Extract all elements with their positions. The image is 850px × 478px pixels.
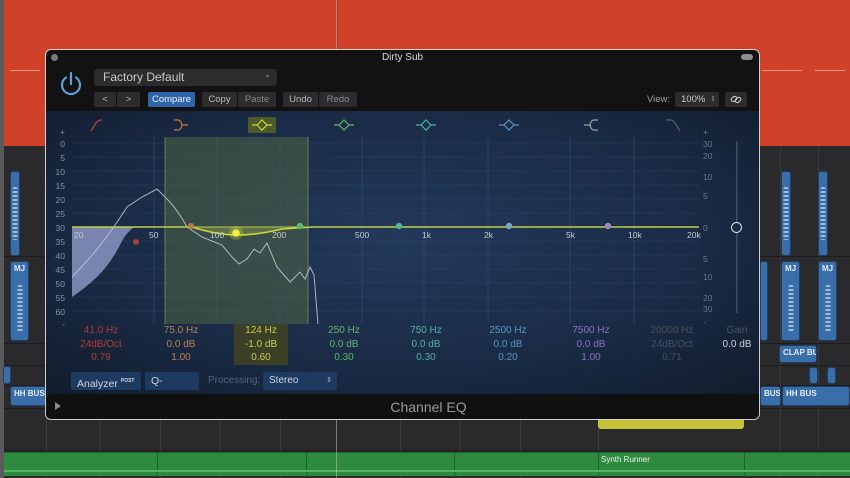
- band-toggle-high-shelf[interactable]: [578, 117, 606, 133]
- band-node-low-shelf: [187, 222, 195, 230]
- collapse-button[interactable]: [741, 54, 753, 60]
- audio-region[interactable]: [760, 261, 768, 341]
- hh-bus-region[interactable]: HH BUS: [782, 386, 850, 406]
- bell-icon: [416, 119, 436, 131]
- plugin-name: Channel EQ: [390, 399, 467, 415]
- low-shelf-icon: [174, 119, 188, 131]
- processing-label: Processing:: [208, 375, 261, 386]
- preset-dropdown[interactable]: Factory Default ⌄: [94, 69, 277, 86]
- close-button[interactable]: [51, 54, 58, 61]
- view-label: View:: [647, 94, 671, 105]
- analyzer-button[interactable]: Analyzer POST: [71, 372, 141, 390]
- channel-eq-window: Dirty Sub Factory Default ⌄ < > Compare …: [45, 49, 760, 420]
- link-button[interactable]: [725, 92, 747, 107]
- copy-button[interactable]: Copy: [202, 92, 237, 107]
- automation-line: [762, 70, 802, 71]
- automation-line: [10, 70, 40, 71]
- band-node-low-cut: [133, 239, 139, 245]
- bell-icon: [334, 119, 354, 131]
- window-title: Dirty Sub: [381, 52, 424, 63]
- processing-select[interactable]: Stereo ⇕: [263, 372, 337, 390]
- audio-region[interactable]: [3, 366, 11, 384]
- audio-region[interactable]: [781, 171, 791, 256]
- band-params-band-1[interactable]: 124 Hz -1.0 dB 0.60: [234, 324, 288, 365]
- synth-runner-region[interactable]: [4, 452, 850, 477]
- low-pass-icon: [666, 119, 681, 132]
- band-params-band-3[interactable]: 750 Hz 0.0 dB 0.30: [410, 325, 442, 363]
- master-gain-slider[interactable]: [727, 141, 747, 313]
- undo-button[interactable]: Undo: [283, 92, 318, 107]
- band-params-low-shelf[interactable]: 75.0 Hz 0.0 dB 1.00: [163, 325, 199, 363]
- eq-curve-graph[interactable]: [72, 137, 699, 324]
- high-pass-icon: [90, 119, 103, 132]
- band-toggle-band-3[interactable]: [412, 117, 440, 133]
- plugin-footer: Channel EQ: [46, 394, 759, 419]
- band-toggle-low-cut[interactable]: [84, 117, 112, 133]
- bell-icon: [252, 119, 272, 131]
- audio-region[interactable]: [827, 367, 836, 384]
- band-params-low-cut[interactable]: 41.0 Hz 24dB/Oct 0.79: [80, 325, 122, 363]
- automation-line: [815, 70, 845, 71]
- compare-button[interactable]: Compare: [148, 92, 195, 107]
- paste-button[interactable]: Paste: [238, 92, 276, 107]
- audio-region[interactable]: MJ: [781, 261, 800, 341]
- bus-region[interactable]: BUS: [760, 386, 781, 406]
- band-params-band-2[interactable]: 250 Hz 0.0 dB 0.30: [328, 325, 360, 363]
- disclosure-triangle-icon[interactable]: [55, 402, 61, 410]
- stepper-icon: ⇕: [326, 377, 332, 384]
- high-shelf-icon: [584, 119, 598, 131]
- view-zoom-select[interactable]: 100% ⇕: [675, 92, 719, 107]
- gain-knob[interactable]: [731, 222, 742, 233]
- synth-runner-label: Synth Runner: [601, 455, 650, 464]
- audio-region[interactable]: [818, 171, 828, 256]
- band-toggle-band-4[interactable]: [495, 117, 523, 133]
- audio-region[interactable]: [809, 367, 818, 384]
- band-params-high-cut[interactable]: 20000 Hz 24dB/Oct 0.71: [650, 325, 694, 363]
- prev-preset-button[interactable]: <: [94, 92, 116, 107]
- band-params-band-4[interactable]: 2500 Hz 0.0 dB 0.20: [489, 325, 527, 363]
- power-icon[interactable]: [58, 71, 84, 97]
- title-bar[interactable]: Dirty Sub: [46, 50, 759, 66]
- q-couple-button[interactable]: Q-Couple: [145, 372, 199, 405]
- band-node-band-1: [232, 229, 240, 237]
- link-icon: [730, 95, 742, 104]
- band-toggle-high-cut[interactable]: [660, 117, 688, 133]
- audio-region[interactable]: MJ: [10, 261, 29, 341]
- stepper-icon: ⇕: [710, 96, 716, 103]
- band-node-band-3: [395, 222, 403, 230]
- hh-bus-region[interactable]: HH BUS: [10, 386, 46, 406]
- midi-region-yellow[interactable]: [598, 420, 744, 429]
- band-parameters: 41.0 Hz 24dB/Oct 0.79 75.0 Hz 0.0 dB 1.00 12…: [46, 324, 759, 365]
- clap-bus-region[interactable]: CLAP BU: [779, 345, 817, 363]
- redo-button[interactable]: Redo: [319, 92, 357, 107]
- band-selector-row: [46, 115, 759, 135]
- band-node-band-4: [505, 222, 513, 230]
- band-toggle-low-shelf[interactable]: [166, 117, 194, 133]
- eq-display[interactable]: + 0 5 10 15 20 25 30 35 40 45 50 55 60 -: [46, 111, 759, 405]
- audio-region[interactable]: [10, 171, 20, 256]
- band-toggle-band-1[interactable]: [248, 117, 276, 133]
- track-header-edge: [0, 0, 4, 478]
- next-preset-button[interactable]: >: [117, 92, 140, 107]
- bell-icon: [499, 119, 519, 131]
- band-node-band-2: [296, 222, 304, 230]
- audio-region[interactable]: MJ: [818, 261, 837, 341]
- master-gain-readout[interactable]: Gain 0.0 dB: [722, 325, 752, 350]
- band-params-high-shelf[interactable]: 7500 Hz 0.0 dB 1.00: [572, 325, 610, 363]
- band-toggle-band-2[interactable]: [330, 117, 358, 133]
- chevron-down-icon: ⌄: [264, 70, 271, 79]
- band-node-high-shelf: [604, 222, 612, 230]
